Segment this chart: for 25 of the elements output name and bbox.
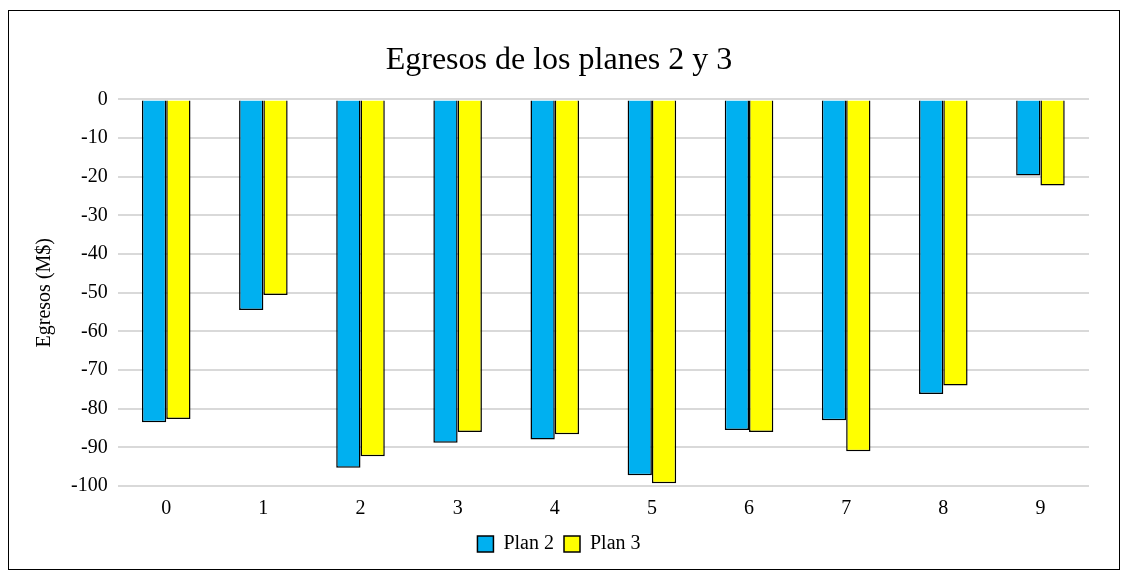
x-tick-label: 7 [841, 496, 852, 519]
y-tick-label: -30 [80, 202, 108, 225]
legend-label: Plan 2 [503, 531, 555, 554]
y-tick-label: -10 [80, 125, 108, 148]
y-tick-label: -90 [80, 434, 108, 457]
y-axis-title: Egresos (M$) [32, 237, 56, 348]
legend-label: Plan 3 [590, 531, 641, 554]
y-tick-label: -100 [70, 473, 108, 496]
x-tick-label: 4 [549, 496, 560, 519]
x-tick-label: 3 [452, 496, 463, 519]
y-tick-label: -70 [80, 357, 108, 380]
x-tick-label: 5 [646, 496, 657, 519]
x-tick-label: 0 [161, 496, 172, 519]
x-tick-label: 6 [744, 496, 755, 519]
y-tick-label: 0 [97, 86, 108, 109]
y-tick-label: -50 [80, 279, 108, 302]
y-tick-label: -40 [80, 241, 108, 264]
x-tick-label: 1 [258, 496, 269, 519]
y-tick-label: -80 [80, 395, 108, 418]
y-tick-label: -60 [80, 318, 108, 341]
y-tick-label: -20 [80, 163, 108, 186]
chart-title: Egresos de los planes 2 y 3 [385, 39, 733, 76]
x-tick-label: 2 [355, 496, 366, 519]
x-tick-label: 8 [938, 496, 949, 519]
x-tick-label: 9 [1035, 496, 1046, 519]
